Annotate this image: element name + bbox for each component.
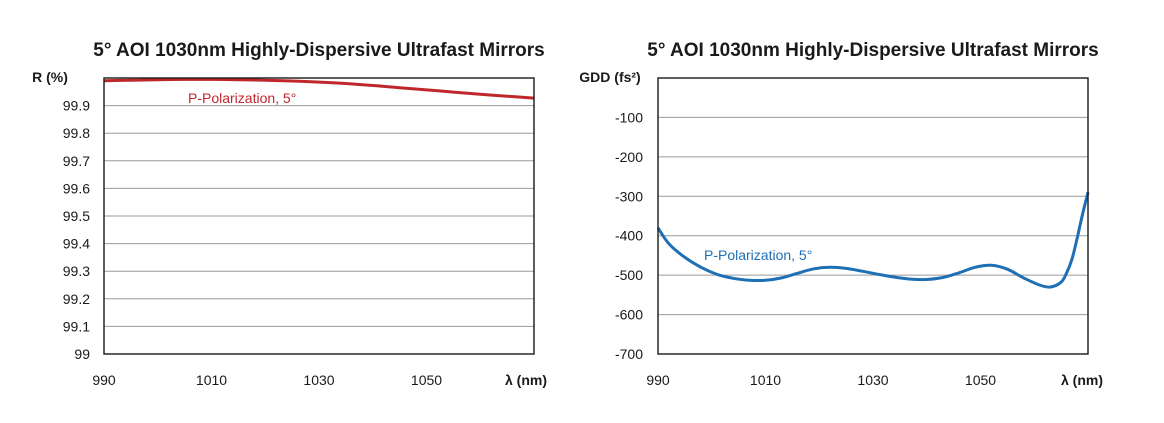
x-tick-label: 990 xyxy=(646,372,670,388)
y-tick-label: 99.7 xyxy=(63,153,90,169)
y-tick-label: 99.6 xyxy=(63,180,90,196)
x-tick-label: 1050 xyxy=(411,372,442,388)
y-tick-label: 99 xyxy=(74,346,90,362)
series-label: P-Polarization, 5° xyxy=(704,247,812,263)
y-tick-label: -400 xyxy=(615,228,643,244)
series-label: P-Polarization, 5° xyxy=(188,90,296,106)
x-tick-label: 990 xyxy=(92,372,116,388)
y-tick-label: -100 xyxy=(615,109,643,125)
y-axis-label: GDD (fs²) xyxy=(579,69,640,85)
chart-title: 5° AOI 1030nm Highly-Dispersive Ultrafas… xyxy=(647,40,1098,61)
chart-1: 5° AOI 1030nm Highly-Dispersive Ultrafas… xyxy=(32,40,547,388)
x-axis-label: λ (nm) xyxy=(505,372,547,388)
x-tick-label: 1030 xyxy=(857,372,888,388)
y-axis-label: R (%) xyxy=(32,69,68,85)
y-tick-label: 99.1 xyxy=(63,318,90,334)
x-tick-label: 1010 xyxy=(196,372,227,388)
y-tick-label: 99.4 xyxy=(63,236,90,252)
y-tick-label: 99.5 xyxy=(63,208,90,224)
y-tick-label: -700 xyxy=(615,346,643,362)
x-tick-label: 1050 xyxy=(965,372,996,388)
plot-frame xyxy=(103,77,535,355)
x-tick-label: 1010 xyxy=(750,372,781,388)
x-axis-label: λ (nm) xyxy=(1061,372,1103,388)
y-tick-label: 99.2 xyxy=(63,291,90,307)
plot-frame xyxy=(657,77,1089,355)
y-tick-label: -600 xyxy=(615,307,643,323)
y-tick-label: -500 xyxy=(615,267,643,283)
series-line-1 xyxy=(103,77,535,100)
chart-2: 5° AOI 1030nm Highly-Dispersive Ultrafas… xyxy=(579,40,1103,388)
chart-title: 5° AOI 1030nm Highly-Dispersive Ultrafas… xyxy=(93,40,544,61)
series-line-1 xyxy=(656,191,1090,289)
y-tick-label: 99.9 xyxy=(63,98,90,114)
x-tick-label: 1030 xyxy=(303,372,334,388)
y-tick-label: 99.3 xyxy=(63,263,90,279)
y-tick-label: 99.8 xyxy=(63,125,90,141)
y-tick-label: -300 xyxy=(615,188,643,204)
y-tick-label: -200 xyxy=(615,149,643,165)
